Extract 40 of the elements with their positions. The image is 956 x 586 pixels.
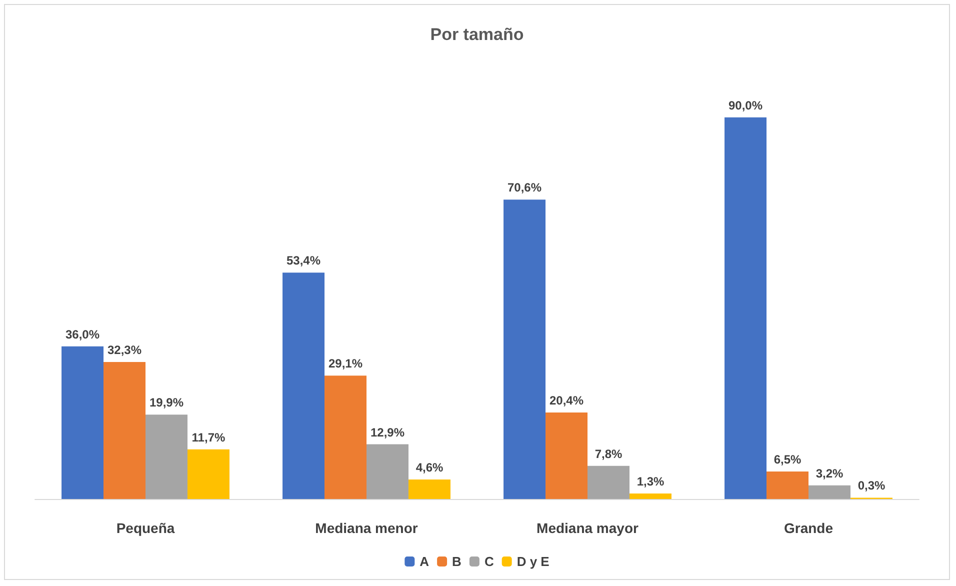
bar [546,412,588,499]
data-label: 0,3% [858,478,886,493]
bar [187,449,230,499]
bar [724,117,767,499]
legend-label: A [420,554,430,569]
bar [366,444,408,499]
data-label: 53,4% [286,254,321,268]
x-tick-label: Mediana mayor [536,520,640,536]
chart-title: Por tamaño [430,25,524,44]
data-label: 7,8% [594,446,622,461]
bar [766,471,808,499]
bar [104,362,146,499]
bar [629,493,672,499]
legend-label: C [484,554,494,569]
data-label: 29,1% [328,356,363,371]
data-label: 4,6% [416,460,444,474]
bar [146,414,188,499]
legend-label: B [452,554,462,569]
x-tick-label: Mediana menor [315,520,418,536]
bar [408,479,450,499]
data-label: 11,7% [192,430,226,444]
data-label: 70,6% [508,180,542,195]
data-label: 6,5% [774,452,802,466]
data-label: 36,0% [66,327,100,342]
x-tick-label: Pequeña [116,520,175,536]
data-label: 32,3% [107,343,142,358]
data-label: 1,3% [636,474,664,488]
data-label: 90,0% [728,98,763,112]
data-label: 12,9% [370,425,405,440]
bar [324,376,366,499]
bar [504,200,546,499]
data-label: 20,4% [549,394,584,408]
bar [808,485,850,499]
data-label: 19,9% [149,396,184,410]
bar [62,346,104,499]
bar [588,466,630,499]
bar [282,272,325,499]
legend-label: D y E [516,554,550,569]
x-tick-label: Grande [784,520,834,536]
data-label: 3,2% [816,466,844,480]
